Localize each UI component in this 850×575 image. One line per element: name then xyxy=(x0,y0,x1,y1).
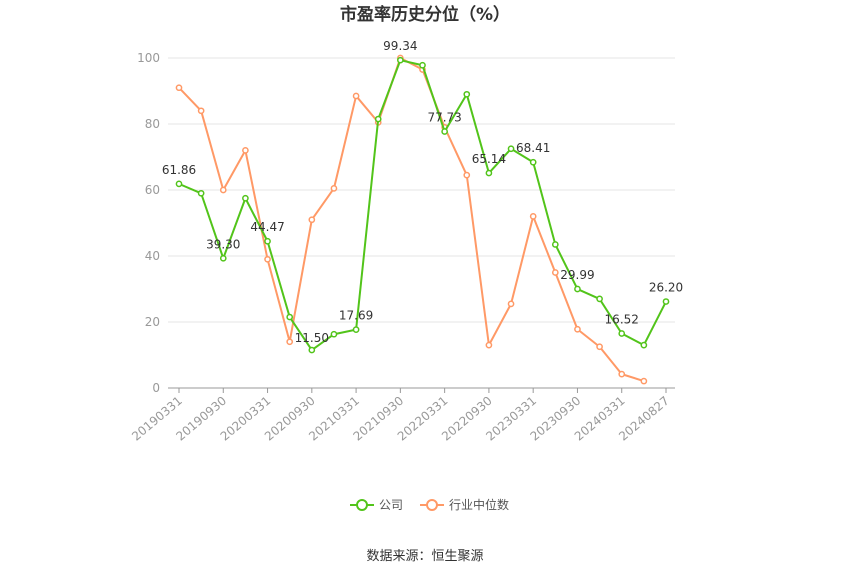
series-point-1[interactable] xyxy=(640,377,648,385)
y-tick-label: 0 xyxy=(152,381,160,395)
legend-marker xyxy=(426,499,438,511)
series-point-1[interactable] xyxy=(308,216,316,224)
series-point-0[interactable] xyxy=(441,128,448,135)
data-label: 99.34 xyxy=(383,39,417,53)
legend-item-1[interactable]: 行业中位数 xyxy=(420,497,509,512)
grid-lines xyxy=(168,57,675,323)
y-tick-label: 40 xyxy=(145,249,160,263)
x-axis: 2019033120190930202003312020093020210331… xyxy=(129,387,675,444)
chart-title: 市盈率历史分位（%） xyxy=(340,4,510,25)
series-layer xyxy=(175,54,670,385)
y-tick-label: 60 xyxy=(145,183,160,197)
series-point-1[interactable] xyxy=(529,213,537,220)
series-point-1[interactable] xyxy=(507,300,515,308)
series-point-0[interactable] xyxy=(463,90,471,98)
series-point-0[interactable] xyxy=(596,295,603,303)
data-label: 61.86 xyxy=(162,163,196,177)
series-point-0[interactable] xyxy=(219,254,227,262)
series-point-0[interactable] xyxy=(308,346,316,354)
series-point-0[interactable] xyxy=(551,241,559,248)
series-point-0[interactable] xyxy=(197,189,205,197)
series-point-0[interactable] xyxy=(352,326,360,333)
legend-marker xyxy=(356,499,368,511)
data-label: 65.14 xyxy=(472,152,506,166)
data-label: 17.69 xyxy=(339,309,373,323)
series-point-1[interactable] xyxy=(596,343,603,351)
series-point-1[interactable] xyxy=(485,341,493,349)
data-label: 68.41 xyxy=(516,141,550,155)
y-tick-label: 20 xyxy=(145,315,160,329)
series-point-0[interactable] xyxy=(662,298,670,305)
data-label: 16.52 xyxy=(605,312,639,326)
series-point-1[interactable] xyxy=(242,147,249,154)
series-point-0[interactable] xyxy=(640,341,648,349)
series-point-0[interactable] xyxy=(286,313,294,321)
series-point-1[interactable] xyxy=(574,325,581,333)
series-point-0[interactable] xyxy=(618,330,626,337)
series-point-1[interactable] xyxy=(197,107,205,115)
series-point-1[interactable] xyxy=(330,185,338,192)
series-point-0[interactable] xyxy=(374,115,382,123)
series-point-1[interactable] xyxy=(175,84,183,92)
series-point-1[interactable] xyxy=(352,92,360,100)
data-label: 29.99 xyxy=(560,268,594,282)
series-point-0[interactable] xyxy=(574,285,581,293)
y-tick-label: 80 xyxy=(145,117,160,131)
series-point-0[interactable] xyxy=(242,194,249,202)
series-point-1[interactable] xyxy=(618,370,626,378)
series-point-0[interactable] xyxy=(264,237,271,245)
series-point-0[interactable] xyxy=(175,180,183,188)
series-point-0[interactable] xyxy=(485,169,493,177)
series-line-1 xyxy=(178,57,645,383)
series-point-0[interactable] xyxy=(507,145,515,153)
data-label: 77.73 xyxy=(427,110,461,124)
legend-label: 公司 xyxy=(379,498,403,512)
series-point-0[interactable] xyxy=(529,158,537,166)
data-label: 26.20 xyxy=(649,281,683,295)
y-axis-ticks: 0 20 40 60 80 100 xyxy=(137,51,160,395)
data-label: 39.30 xyxy=(206,237,240,251)
data-label: 44.47 xyxy=(250,220,284,234)
series-point-1[interactable] xyxy=(463,171,471,179)
series-point-0[interactable] xyxy=(397,56,404,64)
legend-label: 行业中位数 xyxy=(449,497,509,512)
y-tick-label: 100 xyxy=(137,51,160,65)
data-label: 11.50 xyxy=(295,331,329,345)
legend[interactable]: 公司 行业中位数 xyxy=(350,497,509,512)
legend-item-0[interactable]: 公司 xyxy=(350,498,403,512)
series-line-0 xyxy=(178,59,667,352)
series-point-0[interactable] xyxy=(419,61,426,69)
series-point-0[interactable] xyxy=(330,330,338,338)
series-point-1[interactable] xyxy=(264,255,271,263)
data-source: 数据来源：恒生聚源 xyxy=(366,549,483,564)
series-point-1[interactable] xyxy=(286,338,294,346)
data-labels: 61.86 39.30 44.47 11.50 17.69 99.34 77.73 65.14… xyxy=(162,39,683,345)
series-point-1[interactable] xyxy=(219,186,227,194)
series-point-1[interactable] xyxy=(551,269,559,276)
